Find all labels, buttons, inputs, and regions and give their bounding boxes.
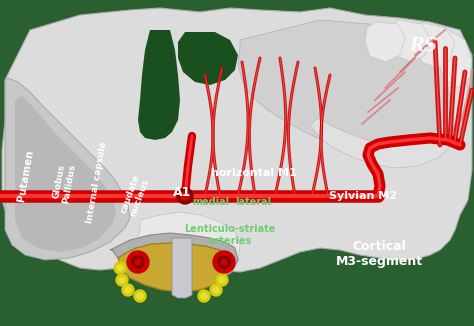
Circle shape: [125, 287, 131, 293]
Circle shape: [135, 259, 141, 265]
Polygon shape: [15, 96, 116, 252]
Circle shape: [116, 274, 128, 286]
Circle shape: [132, 256, 144, 268]
Text: medial: medial: [192, 197, 229, 207]
Circle shape: [221, 259, 227, 265]
Polygon shape: [238, 20, 465, 160]
Circle shape: [181, 192, 189, 200]
Text: Globus
Pallidus: Globus Pallidus: [51, 161, 77, 204]
Polygon shape: [172, 238, 192, 298]
Circle shape: [218, 256, 230, 268]
Polygon shape: [138, 30, 180, 140]
Polygon shape: [365, 22, 405, 62]
Text: horizontal M1: horizontal M1: [211, 168, 296, 178]
Circle shape: [219, 277, 225, 283]
Polygon shape: [438, 25, 472, 88]
Text: lateral: lateral: [236, 197, 272, 207]
Polygon shape: [5, 78, 130, 260]
Polygon shape: [310, 25, 468, 168]
Circle shape: [213, 287, 219, 293]
Polygon shape: [178, 32, 238, 85]
Circle shape: [210, 284, 222, 296]
Text: Lenticulo-striate
arteries: Lenticulo-striate arteries: [184, 224, 275, 245]
Text: A1: A1: [173, 186, 191, 199]
Circle shape: [137, 293, 143, 299]
Text: Internal capsule: Internal capsule: [85, 141, 109, 224]
Circle shape: [218, 262, 230, 274]
Text: Putamen: Putamen: [17, 149, 36, 203]
Polygon shape: [110, 233, 238, 288]
Polygon shape: [390, 20, 430, 62]
Text: Sylvian M2: Sylvian M2: [328, 191, 397, 200]
Polygon shape: [2, 8, 472, 272]
Circle shape: [119, 277, 125, 283]
Circle shape: [177, 188, 193, 204]
Circle shape: [127, 251, 149, 273]
Text: caudate
nucleus: caudate nucleus: [119, 173, 151, 218]
Circle shape: [117, 265, 123, 271]
Circle shape: [221, 265, 227, 271]
Circle shape: [122, 284, 134, 296]
Circle shape: [213, 251, 235, 273]
Circle shape: [216, 274, 228, 286]
Text: Cortical
M3-segment: Cortical M3-segment: [336, 240, 423, 268]
Text: RS: RS: [409, 37, 438, 55]
Polygon shape: [138, 212, 240, 282]
Circle shape: [198, 290, 210, 302]
Circle shape: [134, 290, 146, 302]
Circle shape: [201, 293, 207, 299]
Circle shape: [114, 262, 126, 274]
Polygon shape: [118, 243, 230, 292]
Polygon shape: [415, 22, 455, 68]
